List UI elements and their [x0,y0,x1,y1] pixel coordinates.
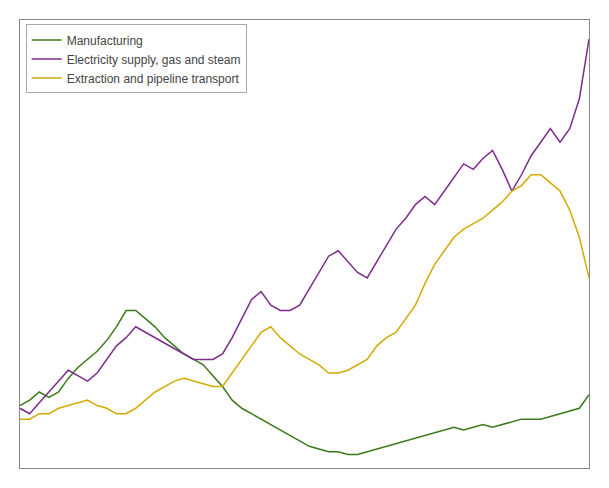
svg-text:Electricity supply, gas and st: Electricity supply, gas and steam [67,53,241,67]
svg-text:Manufacturing: Manufacturing [67,34,143,48]
svg-text:Extraction and pipeline transp: Extraction and pipeline transport [67,72,240,86]
